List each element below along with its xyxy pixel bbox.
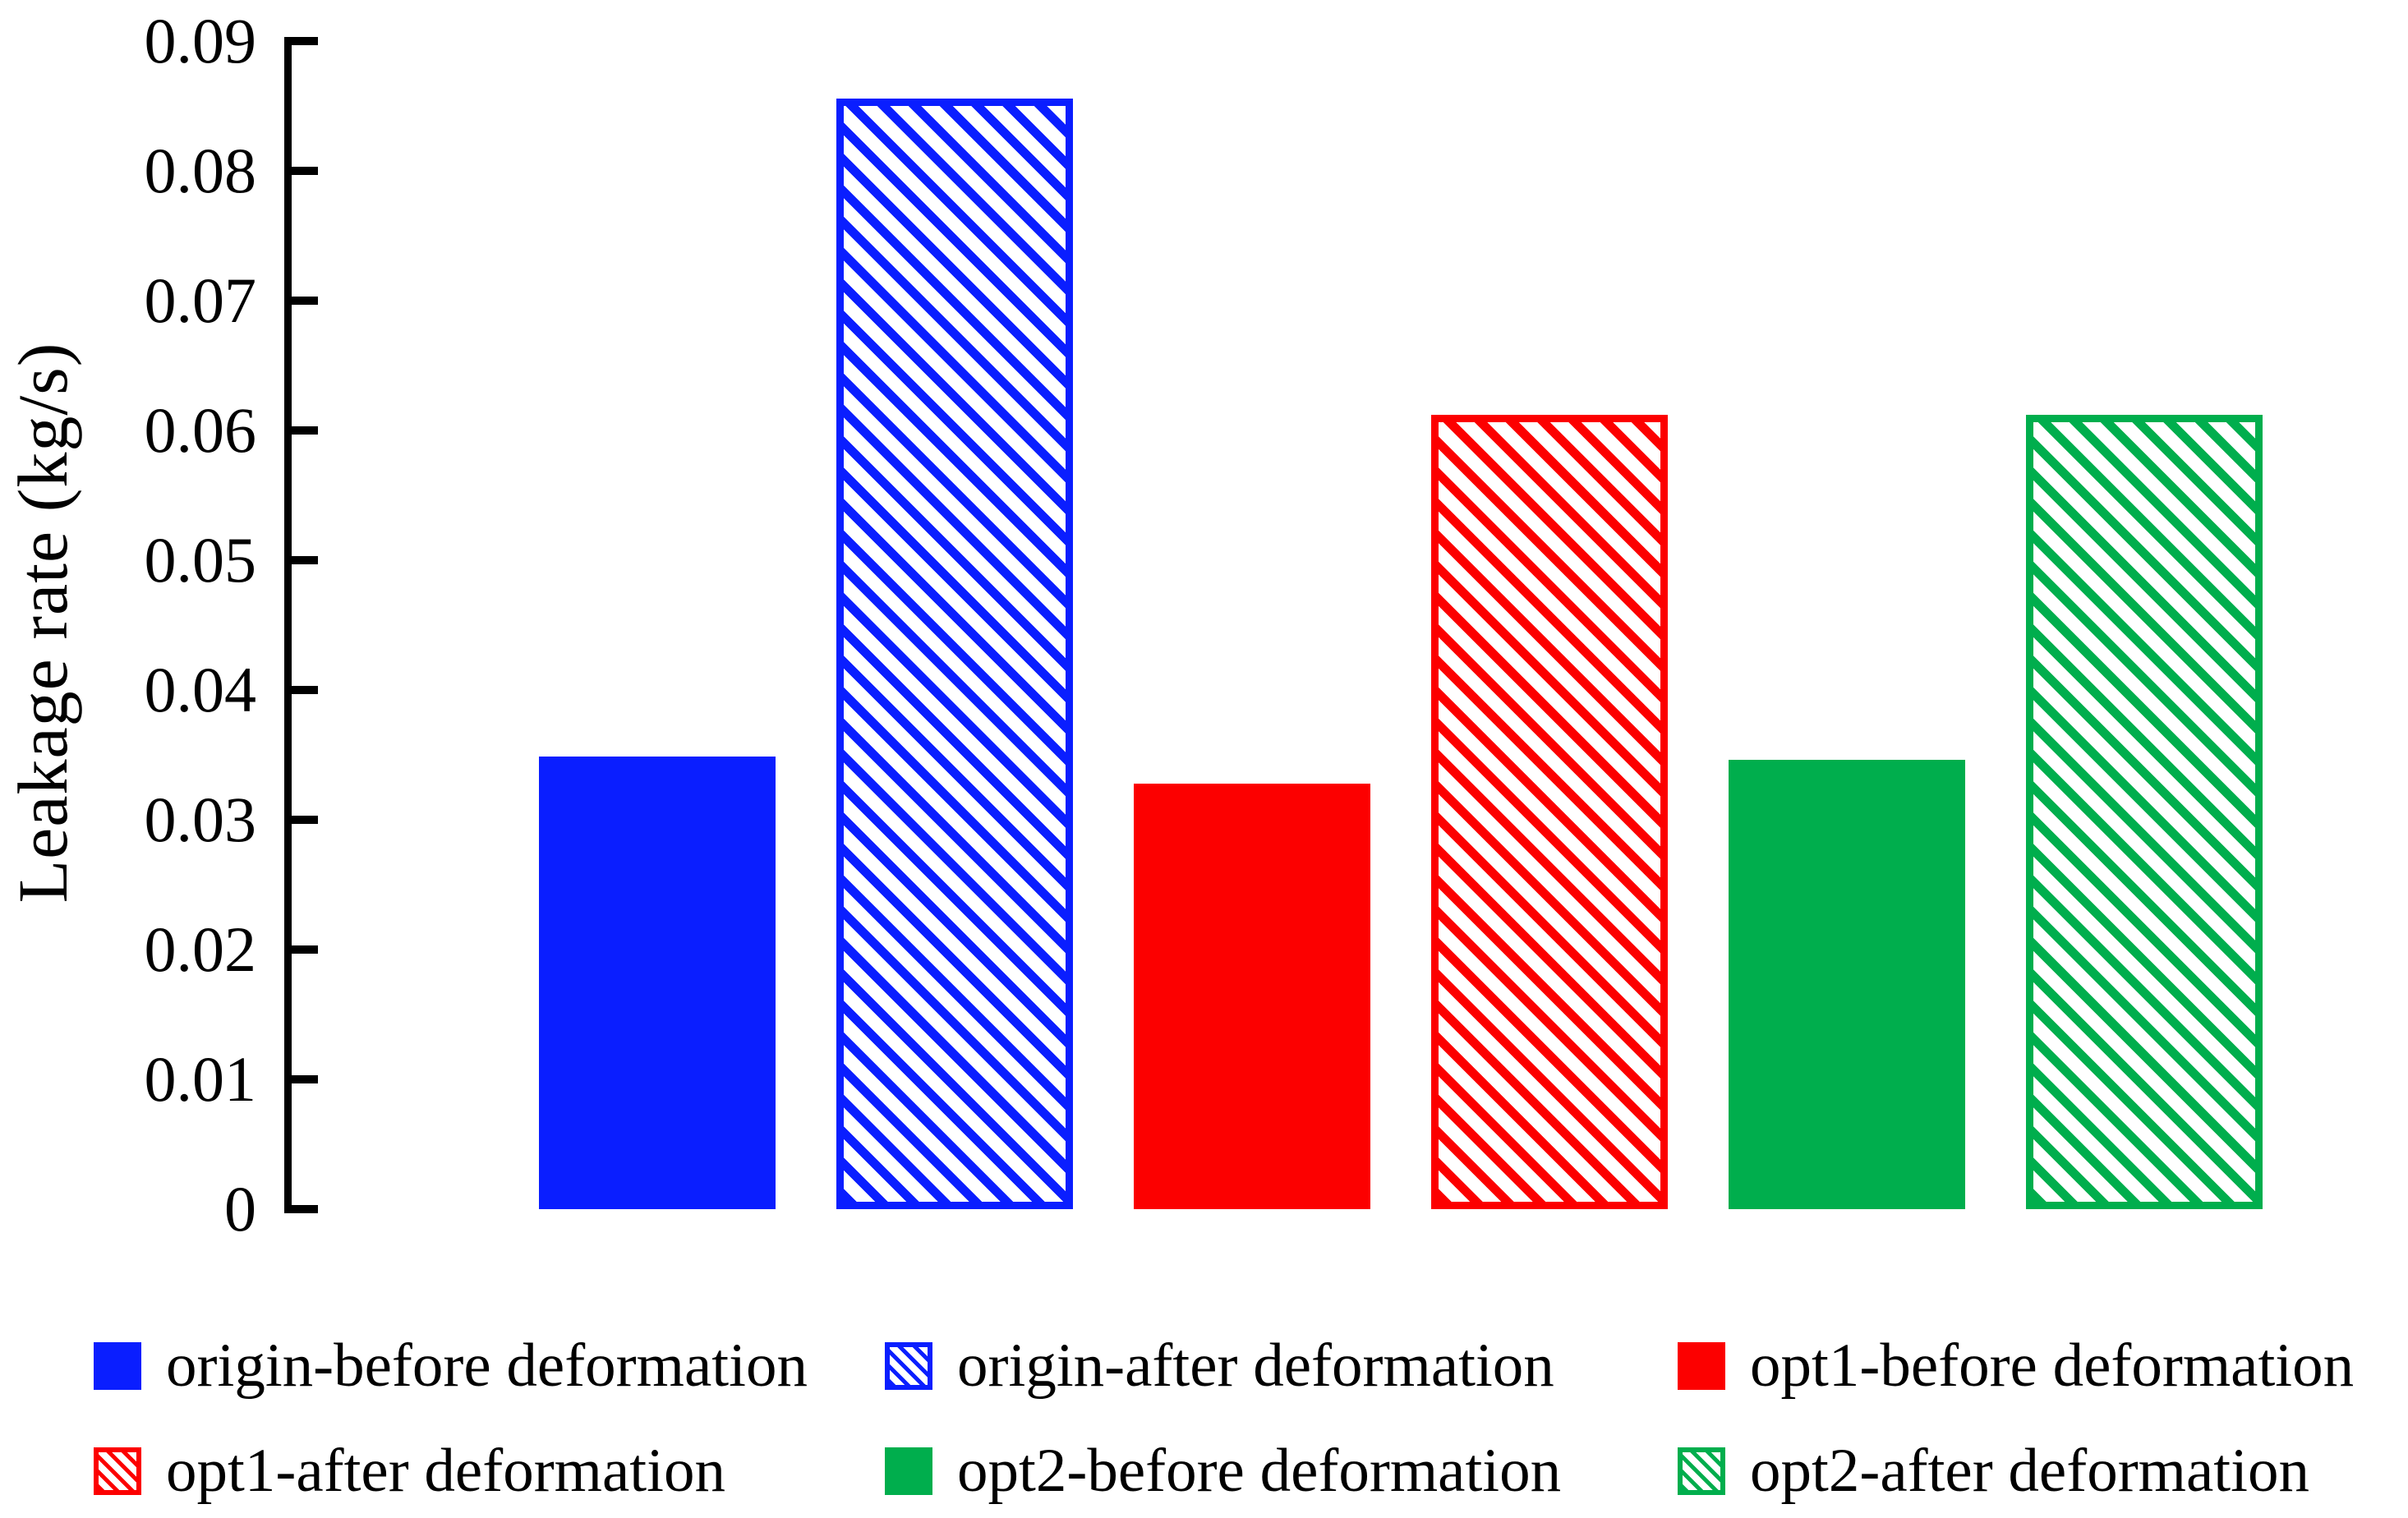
legend-swatch-hatched [885,1342,932,1390]
y-axis-tick-label: 0.01 [144,1043,257,1115]
legend-label: opt1-after deformation [166,1437,725,1505]
legend-item-origin-after-deformation: origin-after deformation [885,1331,1554,1401]
legend-label: opt2-before deformation [957,1437,1562,1505]
legend-label: origin-before deformation [166,1332,808,1400]
y-axis-tick [291,556,318,564]
bar-opt1-after-deformation [1431,415,1668,1209]
legend-swatch-solid [94,1342,141,1390]
y-axis-tick-label: 0.07 [144,264,257,336]
y-axis-tick [291,426,318,435]
y-axis-line [284,37,292,1213]
y-axis-tick-label: 0.05 [144,524,257,596]
bar-opt2-after-deformation [2026,415,2263,1209]
y-axis-tick [291,1205,318,1213]
y-axis-tick-label: 0 [224,1173,256,1244]
y-axis-tick-label: 0.06 [144,394,257,466]
y-axis-tick-label: 0.08 [144,135,257,206]
y-axis-tick [291,945,318,954]
legend-item-opt1-before-deformation: opt1-before deformation [1678,1331,2354,1401]
legend-label: opt1-before deformation [1750,1332,2355,1400]
y-axis-tick-label: 0.02 [144,913,257,985]
legend-item-opt1-after-deformation: opt1-after deformation [94,1436,725,1506]
legend-label: opt2-after deformation [1750,1437,2309,1505]
legend-item-opt2-before-deformation: opt2-before deformation [885,1436,1561,1506]
legend-swatch-hatched [94,1447,141,1495]
legend-swatch-solid [885,1447,932,1495]
legend-swatch-hatched [1678,1447,1725,1495]
bar-origin-before-deformation [539,756,776,1209]
bar-origin-after-deformation [836,98,1073,1209]
bar-opt1-before-deformation [1134,783,1370,1209]
legend-item-opt2-after-deformation: opt2-after deformation [1678,1436,2309,1506]
legend-item-origin-before-deformation: origin-before deformation [94,1331,808,1401]
y-axis-tick [291,686,318,694]
legend-label: origin-after deformation [957,1332,1554,1400]
bar-opt2-before-deformation [1729,760,1965,1209]
y-axis-tick-label: 0.09 [144,5,257,76]
y-axis-tick-label: 0.03 [144,784,257,855]
y-axis-tick [291,1075,318,1083]
y-axis-tick [291,297,318,305]
legend-swatch-solid [1678,1342,1725,1390]
y-axis-tick [291,37,318,45]
y-axis-tick-label: 0.04 [144,654,257,725]
y-axis-tick [291,167,318,175]
y-axis-tick [291,816,318,824]
